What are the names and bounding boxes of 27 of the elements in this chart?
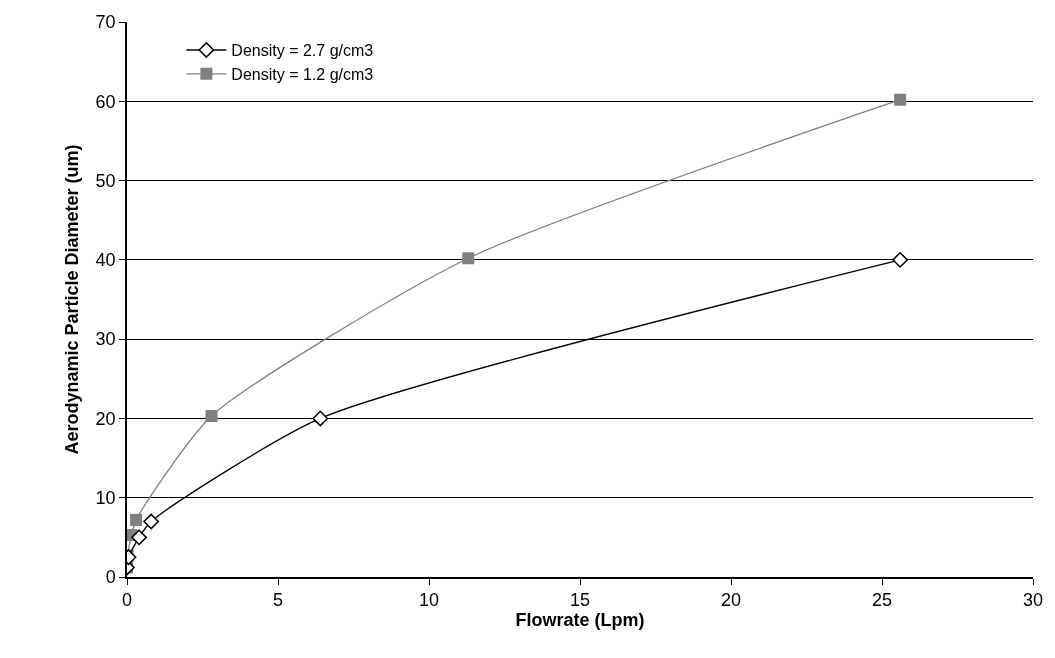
point: [130, 513, 143, 526]
x-tick-label: 15: [569, 590, 591, 611]
point: [205, 410, 218, 423]
y-axis-title: Aerodynamic Particle Diameter (um): [62, 144, 83, 455]
y-tick-label: 60: [95, 91, 116, 112]
y-tick-label: 10: [95, 488, 116, 509]
point: [143, 513, 160, 530]
x-tick-label: 25: [871, 590, 893, 611]
y-tick-label: 20: [95, 408, 116, 429]
legend-label: Density = 1.2 g/cm3: [231, 66, 374, 84]
point: [462, 252, 475, 265]
y-tick-label: 0: [105, 567, 116, 588]
legend-label: Density = 2.7 g/cm3: [231, 42, 374, 60]
x-tick-label: 0: [121, 590, 133, 611]
x-tick-label: 20: [720, 590, 742, 611]
point: [892, 251, 909, 268]
y-tick-label: 50: [95, 170, 116, 191]
point: [312, 410, 329, 427]
x-tick-label: 30: [1022, 590, 1044, 611]
y-tick-label: 40: [95, 250, 116, 271]
x-tick-label: 10: [418, 590, 440, 611]
x-tick-label: 5: [272, 590, 284, 611]
y-tick-label: 70: [95, 12, 116, 33]
point: [131, 529, 147, 546]
x-axis-title: Flowrate (Lpm): [515, 610, 645, 631]
y-tick-label: 30: [95, 329, 116, 350]
point: [894, 93, 907, 106]
